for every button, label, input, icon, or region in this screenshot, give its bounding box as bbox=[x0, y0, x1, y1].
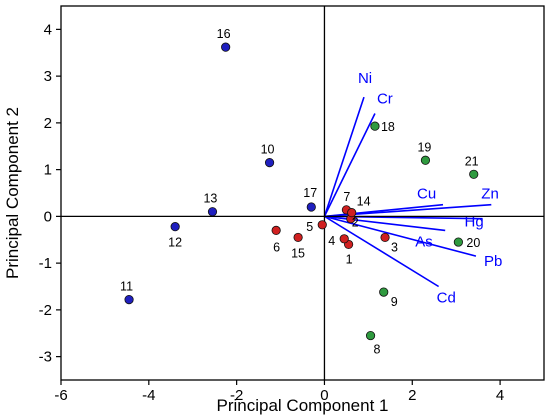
plot-border bbox=[60, 5, 545, 381]
point-label-20: 20 bbox=[466, 236, 480, 250]
loading-line-cd bbox=[324, 215, 440, 288]
point-4 bbox=[339, 234, 349, 244]
loading-label-zn: Zn bbox=[481, 186, 499, 203]
point-21 bbox=[469, 169, 479, 179]
point-label-17: 17 bbox=[303, 186, 317, 200]
x-tick-label: -4 bbox=[142, 387, 155, 404]
x-tick-label: 4 bbox=[496, 387, 504, 404]
point-13 bbox=[207, 207, 218, 217]
point-label-12: 12 bbox=[168, 236, 182, 250]
point-5 bbox=[317, 220, 327, 230]
loading-label-cd: Cd bbox=[437, 290, 456, 307]
point-18 bbox=[370, 121, 380, 131]
loading-label-pb: Pb bbox=[484, 253, 502, 270]
y-tick-label: -1 bbox=[39, 255, 52, 272]
point-label-21: 21 bbox=[465, 154, 479, 168]
point-label-8: 8 bbox=[374, 343, 381, 357]
point-20 bbox=[453, 237, 463, 247]
y-tick-label: 3 bbox=[44, 68, 52, 85]
y-axis-title: Principal Component 2 bbox=[3, 107, 22, 279]
y-tick-label: 0 bbox=[44, 208, 52, 225]
point-label-11: 11 bbox=[120, 280, 133, 294]
point-11 bbox=[124, 294, 134, 305]
y-tick-label: -2 bbox=[39, 302, 52, 319]
loading-line-cr bbox=[323, 113, 376, 217]
x-tick-label: -2 bbox=[230, 387, 243, 404]
point-3 bbox=[380, 232, 390, 243]
x-axis-title: Principal Component 1 bbox=[217, 396, 389, 415]
point-label-7: 7 bbox=[343, 190, 350, 204]
loading-label-cr: Cr bbox=[377, 91, 393, 108]
point-19 bbox=[420, 155, 431, 165]
point-label-15: 15 bbox=[291, 246, 305, 260]
point-label-2: 2 bbox=[352, 216, 359, 230]
loading-label-hg: Hg bbox=[465, 214, 484, 231]
loading-label-cu: Cu bbox=[417, 186, 436, 203]
point-12 bbox=[170, 222, 180, 232]
y-tick-label: 1 bbox=[44, 162, 52, 179]
point-label-13: 13 bbox=[203, 192, 217, 206]
y-tick-label: 4 bbox=[44, 21, 52, 38]
point-label-3: 3 bbox=[391, 240, 398, 254]
point-16 bbox=[221, 42, 231, 52]
point-15 bbox=[293, 232, 303, 243]
point-9 bbox=[379, 287, 389, 297]
point-label-9: 9 bbox=[391, 295, 398, 309]
point-8 bbox=[365, 330, 376, 341]
plot-frame bbox=[60, 5, 545, 381]
point-label-5: 5 bbox=[306, 220, 313, 234]
point-label-6: 6 bbox=[273, 240, 280, 254]
point-label-14: 14 bbox=[357, 195, 371, 209]
point-10 bbox=[264, 158, 275, 168]
y-tick-label: 2 bbox=[44, 115, 52, 132]
loading-vectors: NiCrCuZnHgAsPbCd bbox=[323, 70, 502, 307]
x-tick-label: -6 bbox=[54, 387, 67, 404]
point-label-1: 1 bbox=[346, 252, 353, 266]
loading-label-ni: Ni bbox=[358, 70, 372, 87]
point-17 bbox=[306, 202, 316, 212]
point-label-10: 10 bbox=[261, 143, 275, 157]
point-label-18: 18 bbox=[381, 120, 395, 134]
point-label-4: 4 bbox=[328, 234, 335, 248]
x-tick-label: 2 bbox=[408, 387, 416, 404]
point-label-19: 19 bbox=[417, 140, 431, 154]
point-6 bbox=[271, 225, 281, 235]
loading-line-ni bbox=[323, 96, 365, 217]
point-label-16: 16 bbox=[217, 27, 231, 41]
x-tick-label: 0 bbox=[320, 387, 328, 404]
loading-line-as bbox=[324, 215, 446, 232]
y-tick-label: -3 bbox=[39, 349, 52, 366]
point-14 bbox=[347, 208, 357, 218]
